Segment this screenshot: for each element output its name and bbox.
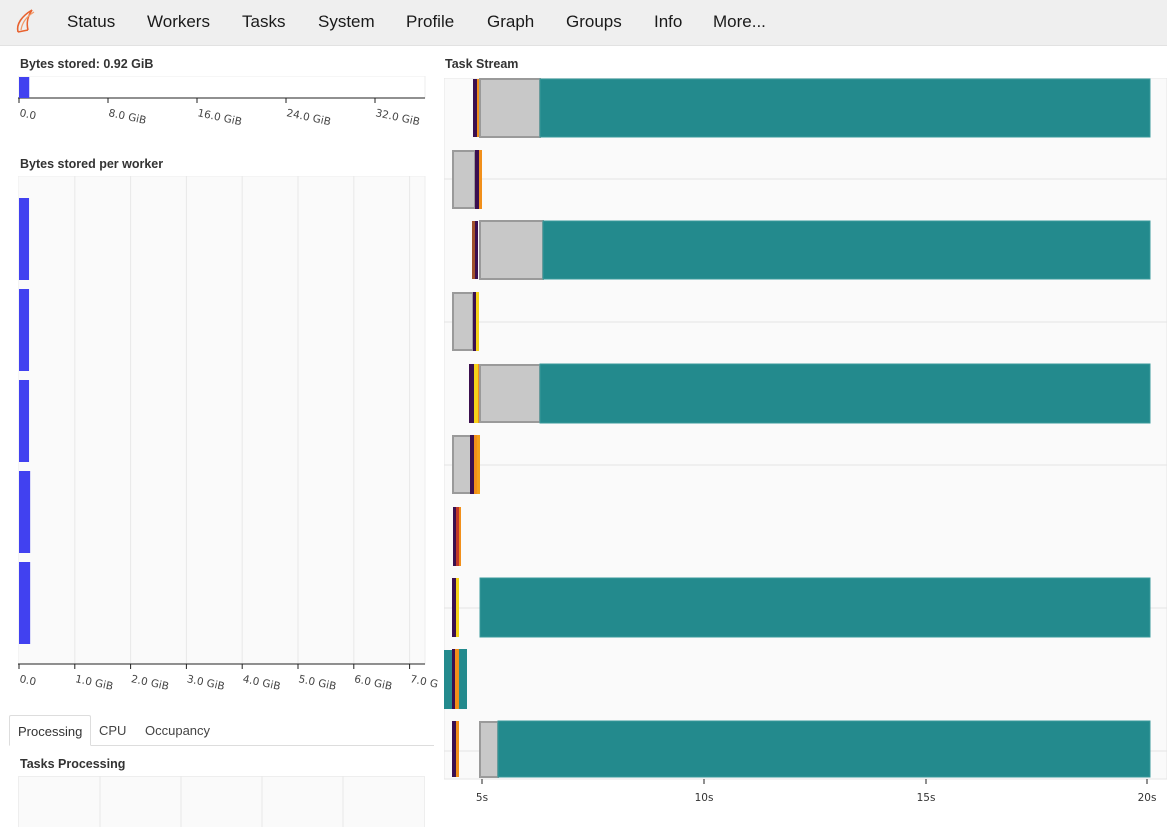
transfer-block[interactable] [452,150,476,209]
tab-occupancy[interactable]: Occupancy [145,723,211,738]
bytes-per-worker-title: Bytes stored per worker [20,157,164,171]
task-block[interactable] [473,79,477,137]
tab-processing[interactable]: Processing [9,715,92,746]
task-block[interactable] [474,364,478,423]
task-stream-chart[interactable]: 5s 10s 15s 20s [444,78,1167,827]
worker-bytes-bar[interactable] [19,198,30,280]
task-block[interactable] [479,150,482,209]
bytes-stored-tick-label: 8.0 GiB [107,107,147,127]
task-block[interactable] [452,721,456,777]
nav-profile[interactable]: Profile [406,12,455,31]
bytes-stored-tick-label: 32.0 GiB [374,107,420,128]
bytes-stored-bar[interactable] [19,77,30,98]
task-stream-tick-label: 10s [695,792,714,804]
bytes-stored-chart[interactable]: 0.0 8.0 GiB 16.0 GiB 24.0 GiB 32.0 GiB [18,76,428,136]
task-block[interactable] [456,721,459,777]
task-block[interactable] [452,578,456,637]
tab-cpu[interactable]: CPU [99,723,127,738]
bytes-per-worker-chart[interactable]: 0.0 1.0 GiB 2.0 GiB 3.0 GiB 4.0 GiB 5.0 GiB 6.… [18,176,438,696]
task-block[interactable] [476,292,479,351]
task-block[interactable] [474,435,477,494]
task-block[interactable] [470,435,474,494]
task-block[interactable] [477,79,480,137]
task-block[interactable] [469,364,474,423]
task-stream-tick-label: 5s [476,792,488,804]
task-stream-tick-label: 15s [917,792,936,804]
nav-groups[interactable]: Groups [566,12,622,31]
transfer-block[interactable] [479,78,541,138]
nav-workers[interactable]: Workers [147,12,210,31]
bytes-per-worker-tick-label: 2.0 GiB [130,673,170,693]
worker-bytes-bar[interactable] [19,289,30,371]
tasks-processing-title: Tasks Processing [20,757,126,771]
bytes-stored-title: Bytes stored: 0.92 GiB [20,57,154,71]
task-block[interactable] [472,221,475,279]
transfer-block[interactable] [479,364,541,423]
bytes-per-worker-tick-label: 1.0 GiB [74,673,114,693]
compute-block[interactable] [459,649,467,709]
bytes-per-worker-tick-label: 0.0 [18,673,37,688]
bytes-per-worker-tick-label: 6.0 GiB [353,673,393,693]
task-stream-tick-label: 20s [1138,792,1157,804]
bytes-stored-tick-label: 0.0 [18,107,37,122]
nav-tasks[interactable]: Tasks [242,12,286,31]
task-stream-title: Task Stream [445,57,519,71]
task-block[interactable] [456,578,459,637]
transfer-block[interactable] [479,721,499,778]
compute-block[interactable] [542,220,1151,280]
navbar: Status Workers Tasks System Profile Graph Grou… [0,0,1167,46]
transfer-block[interactable] [452,435,472,494]
bytes-per-worker-tick-label: 3.0 GiB [186,673,226,693]
bytes-per-worker-tick-label: 4.0 GiB [242,673,282,693]
compute-block[interactable] [444,650,452,709]
task-block[interactable] [475,150,479,209]
task-block[interactable] [453,507,456,566]
nav-info[interactable]: Info [654,12,683,31]
nav-system[interactable]: System [318,12,375,31]
transfer-block[interactable] [479,220,544,280]
bytes-stored-tick-label: 16.0 GiB [196,107,242,128]
compute-block[interactable] [479,577,1151,638]
compute-block[interactable] [539,363,1151,424]
nav-status[interactable]: Status [67,12,116,31]
bytes-stored-tick-label: 24.0 GiB [285,107,331,128]
task-block[interactable] [456,507,459,566]
compute-block[interactable] [539,78,1151,138]
tasks-processing-chart[interactable] [18,776,428,827]
nav-graph[interactable]: Graph [487,12,535,31]
task-block[interactable] [475,221,478,279]
worker-bytes-bar[interactable] [19,562,31,644]
lower-panel-tabs: Processing CPU Occupancy [9,715,434,746]
dask-logo-icon[interactable] [12,6,40,36]
transfer-block[interactable] [452,292,474,351]
bytes-per-worker-tick-label: 7.0 GiB [409,673,438,693]
task-block[interactable] [455,649,459,709]
nav-more[interactable]: More... [713,12,766,31]
worker-bytes-bar[interactable] [19,380,30,462]
compute-block[interactable] [497,720,1151,778]
task-block[interactable] [452,649,455,709]
worker-bytes-bar[interactable] [19,471,31,553]
bytes-per-worker-tick-label: 5.0 GiB [297,673,337,693]
task-block[interactable] [459,507,461,566]
task-block[interactable] [473,292,476,351]
task-block[interactable] [477,435,480,494]
